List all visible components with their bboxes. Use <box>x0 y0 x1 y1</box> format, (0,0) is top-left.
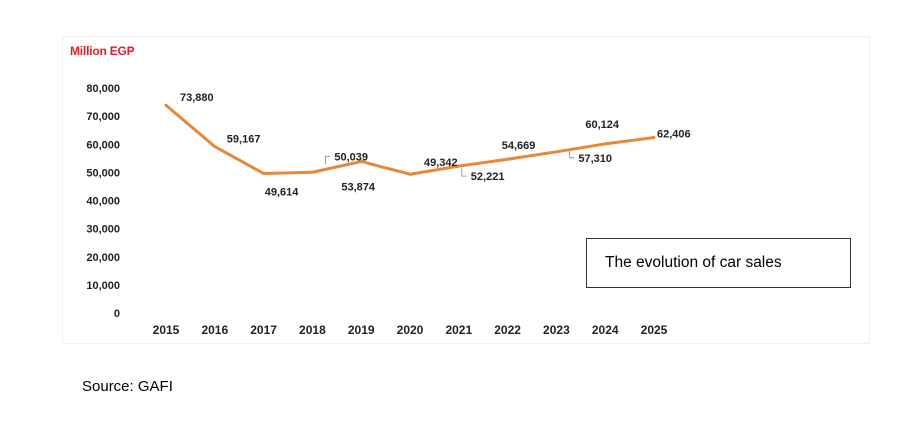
series-line-segment <box>554 142 607 154</box>
data-label: 59,167 <box>227 134 261 146</box>
y-tick-label: 0 <box>114 308 120 320</box>
y-tick-label: 20,000 <box>86 252 120 264</box>
data-label: 52,221 <box>471 171 505 183</box>
series-line-segment <box>359 159 412 176</box>
y-tick-label: 60,000 <box>86 139 120 151</box>
data-label: 73,880 <box>180 92 214 104</box>
series-line-segment <box>310 159 363 174</box>
y-tick-label: 70,000 <box>86 111 120 123</box>
y-axis: 0 10,000 20,000 30,000 40,000 50,000 60,000 70,… <box>86 83 120 320</box>
data-label: 62,406 <box>657 128 691 140</box>
x-tick-label: 2022 <box>494 323 521 337</box>
x-tick-label: 2020 <box>397 323 424 337</box>
series-line-segment <box>603 135 656 146</box>
x-tick-label: 2019 <box>348 323 375 337</box>
x-tick-label: 2015 <box>153 323 180 337</box>
data-label: 49,614 <box>265 186 300 198</box>
x-tick-label: 2016 <box>201 323 228 337</box>
data-label: 54,669 <box>502 140 536 152</box>
chart-title: The evolution of car sales <box>605 254 782 271</box>
series-line-segment <box>457 157 510 168</box>
source-note: Source: GAFI <box>82 378 173 395</box>
y-tick-label: 40,000 <box>86 196 120 208</box>
series-lines <box>164 103 656 176</box>
x-tick-label: 2023 <box>543 323 570 337</box>
unit-label: Million EGP <box>70 44 135 58</box>
series-line-segment <box>408 164 461 176</box>
x-tick-label: 2018 <box>299 323 326 337</box>
data-labels: 73,880 59,167 49,614 50,039 53,874 49,342 52,2… <box>180 92 691 198</box>
series-line-segment <box>262 170 314 175</box>
label-leaders <box>324 149 575 177</box>
chart-title-box: The evolution of car sales <box>586 238 851 288</box>
series-line-segment <box>506 150 558 161</box>
x-tick-label: 2021 <box>445 323 472 337</box>
series-line-segment <box>164 103 217 149</box>
data-label: 57,310 <box>578 153 612 165</box>
y-tick-label: 30,000 <box>86 224 120 236</box>
series-line-segment <box>213 145 266 175</box>
data-label: 50,039 <box>334 151 368 163</box>
y-tick-label: 10,000 <box>86 280 120 292</box>
data-label: 49,342 <box>424 157 458 169</box>
x-tick-label: 2025 <box>641 323 668 337</box>
label-leader <box>324 155 331 165</box>
label-leader <box>569 149 575 159</box>
y-tick-label: 50,000 <box>86 167 120 179</box>
data-label: 53,874 <box>341 181 376 193</box>
label-leader <box>461 168 467 177</box>
x-tick-label: 2024 <box>592 323 619 337</box>
x-axis: 2015 2016 2017 2018 2019 2020 2021 2022 2023 2024… <box>153 323 668 337</box>
x-tick-label: 2017 <box>250 323 277 337</box>
y-tick-label: 80,000 <box>86 83 120 95</box>
data-label: 60,124 <box>585 119 620 131</box>
chart-panel <box>62 36 870 344</box>
